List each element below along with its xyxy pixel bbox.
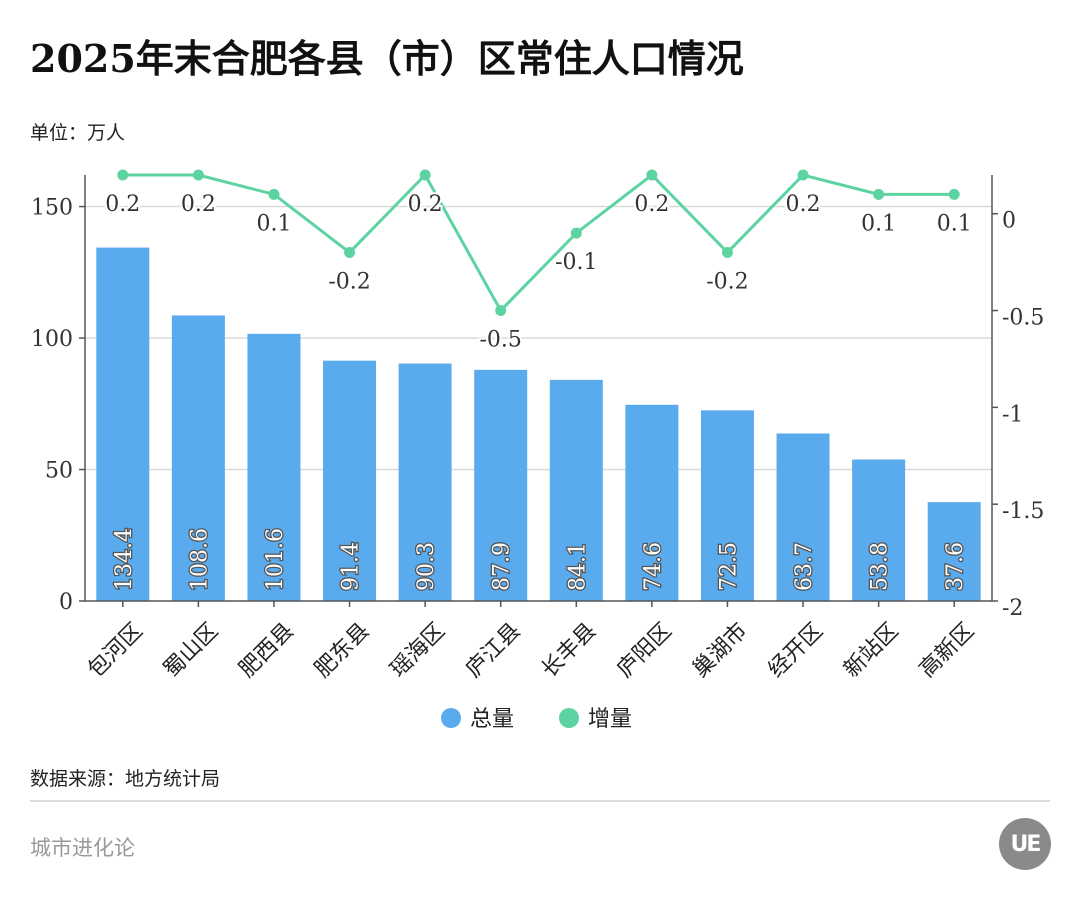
- y-right-tick-label: -2: [1002, 596, 1023, 621]
- bar-庐阳区: [625, 404, 679, 601]
- line-point-肥东县: [344, 246, 356, 258]
- x-tick-label: 巢湖市: [688, 618, 752, 682]
- legend-marker-总量: [441, 708, 461, 728]
- y-right-tick-label: -1.5: [1002, 499, 1044, 524]
- bar-value-label: 134.4: [112, 528, 137, 591]
- x-tick-label: 庐阳区: [613, 618, 677, 682]
- y-left-tick-label: 0: [59, 590, 73, 615]
- line-point-肥西县: [268, 188, 280, 200]
- x-tick-label: 蜀山区: [159, 618, 223, 682]
- y-right-tick-label: 0: [1002, 209, 1016, 234]
- logo-text: UE: [1010, 831, 1042, 857]
- x-tick-label: 庐江县: [461, 618, 525, 682]
- bar-肥西县: [247, 333, 301, 601]
- legend-marker-增量: [559, 708, 579, 728]
- population-chart: 0 50 100 150 0 -0.5 -1 -1.5 -2 134.4 108.6 101.6 91.…: [31, 169, 1044, 732]
- bar-瑶海区: [398, 363, 452, 601]
- bar-蜀山区: [171, 315, 225, 601]
- line-value-label: 0.2: [408, 192, 443, 217]
- line-value-label: 0.1: [256, 211, 291, 236]
- line-value-label: -0.1: [555, 250, 597, 275]
- line-point-蜀山区: [192, 169, 204, 181]
- line-value-label: 0.1: [861, 211, 896, 236]
- line-value-label: 0.2: [105, 192, 140, 217]
- line-value-label: 0.2: [181, 192, 216, 217]
- bar-肥东县: [323, 360, 377, 601]
- line-point-经开区: [797, 169, 809, 181]
- line-point-包河区: [117, 169, 129, 181]
- footer-brand: 城市进化论: [30, 836, 135, 860]
- line-value-label: -0.2: [706, 269, 748, 294]
- line-point-高新区: [948, 188, 960, 200]
- bar-包河区: [96, 247, 150, 602]
- x-tick-label: 新站区: [839, 618, 903, 682]
- brand-logo: UE: [999, 818, 1051, 870]
- y-right-tick-label: -0.5: [1002, 306, 1044, 331]
- bar-value-label: 63.7: [792, 542, 817, 591]
- x-tick-label: 经开区: [764, 618, 828, 682]
- y-left-tick-label: 50: [45, 459, 73, 484]
- line-point-庐阳区: [646, 169, 658, 181]
- bar-value-label: 72.5: [716, 542, 741, 591]
- bar-value-label: 74.6: [641, 542, 666, 591]
- legend-label-总量: 总量: [470, 707, 514, 732]
- line-point-巢湖市: [721, 246, 733, 258]
- line-point-瑶海区: [419, 169, 431, 181]
- bar-经开区: [776, 433, 830, 601]
- x-tick-label: 包河区: [83, 618, 147, 682]
- x-tick-label: 瑶海区: [386, 618, 450, 682]
- bar-value-label: 84.1: [565, 542, 590, 591]
- line-point-长丰县: [570, 227, 582, 239]
- line-value-label: 0.2: [786, 192, 821, 217]
- x-tick-label: 长丰县: [537, 618, 601, 682]
- bar-value-label: 53.8: [868, 542, 893, 591]
- bar-value-label: 90.3: [414, 542, 439, 591]
- bar-value-label: 37.6: [943, 542, 968, 591]
- line-value-label: 0.2: [634, 192, 669, 217]
- y-left-tick-label: 150: [31, 196, 73, 221]
- bar-庐江县: [474, 369, 528, 601]
- bar-value-label: 108.6: [187, 528, 212, 591]
- bar-value-label: 101.6: [263, 528, 288, 591]
- x-tick-label: 肥东县: [310, 618, 374, 682]
- unit-label: 单位：万人: [30, 122, 126, 144]
- data-source: 数据来源：地方统计局: [30, 768, 221, 790]
- legend-label-增量: 增量: [588, 707, 632, 732]
- y-left-tick-label: 100: [31, 327, 73, 352]
- bar-巢湖市: [700, 410, 754, 601]
- x-tick-label: 肥西县: [235, 618, 299, 682]
- x-tick-label: 高新区: [915, 618, 979, 682]
- line-value-label: 0.1: [937, 211, 972, 236]
- line-series-增量: [122, 172, 955, 314]
- line-value-label: -0.5: [479, 328, 521, 353]
- bar-高新区: [927, 502, 981, 601]
- y-right-tick-label: -1: [1002, 402, 1023, 427]
- chart-title: 2025年末合肥各县（市）区常住人口情况: [30, 36, 744, 81]
- line-point-庐江县: [495, 305, 507, 317]
- bar-value-label: 91.4: [339, 542, 364, 591]
- bar-value-label: 87.9: [490, 542, 515, 591]
- footer-divider: [30, 800, 1050, 802]
- line-point-新站区: [873, 188, 885, 200]
- bar-长丰县: [549, 379, 603, 601]
- bar-新站区: [852, 459, 906, 601]
- line-value-label: -0.2: [328, 269, 370, 294]
